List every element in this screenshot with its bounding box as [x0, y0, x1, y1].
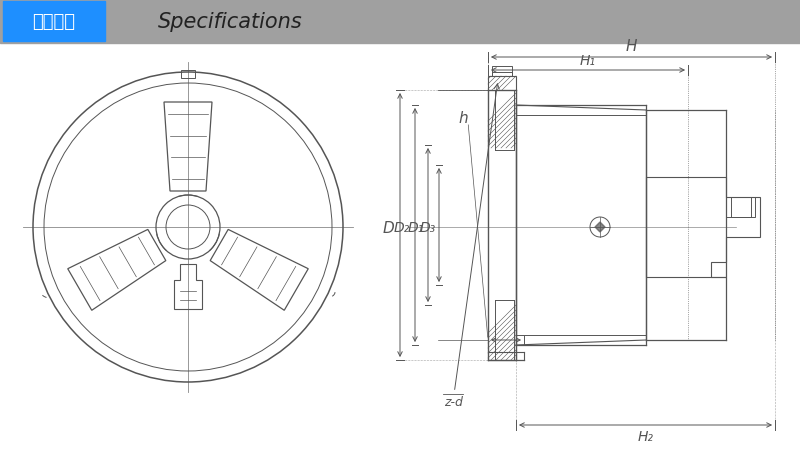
Text: h: h	[458, 110, 468, 125]
Text: D: D	[382, 220, 394, 235]
Text: D₁: D₁	[408, 221, 424, 234]
Bar	[726, 197, 755, 217]
Bar	[492, 73, 512, 77]
Bar	[492, 67, 512, 77]
Bar	[3, 2, 105, 42]
Text: H₂: H₂	[638, 429, 654, 443]
Bar	[181, 71, 195, 79]
Text: Specifications: Specifications	[158, 12, 302, 32]
Text: 尺寸参数: 尺寸参数	[33, 13, 75, 31]
Text: H: H	[626, 39, 638, 54]
Text: D₂: D₂	[394, 221, 410, 234]
Bar	[0, 0, 800, 44]
Polygon shape	[595, 222, 605, 233]
Text: D₃: D₃	[420, 221, 436, 234]
Text: z-d: z-d	[443, 85, 499, 408]
Bar	[488, 77, 516, 91]
Bar	[731, 197, 751, 217]
Text: H₁: H₁	[580, 54, 596, 68]
